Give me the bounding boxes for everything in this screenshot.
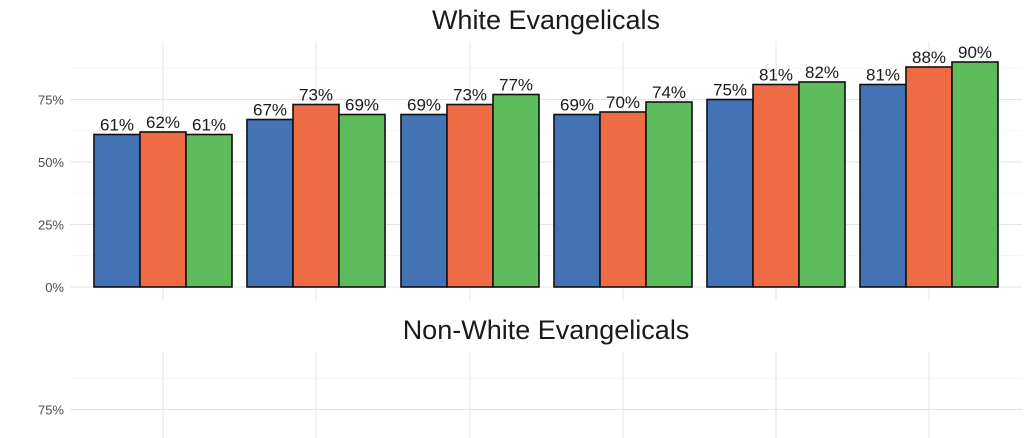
bar xyxy=(752,83,800,288)
bar xyxy=(492,93,540,288)
bar xyxy=(859,83,907,288)
y-tick-label: 0% xyxy=(45,280,64,295)
bar xyxy=(446,103,494,288)
bar xyxy=(553,113,601,288)
bar xyxy=(292,103,340,288)
panel-title: White Evangelicals xyxy=(432,5,660,35)
data-label: 77% xyxy=(499,76,533,95)
data-label: 88% xyxy=(912,48,946,67)
data-label: 69% xyxy=(345,96,379,115)
data-label: 81% xyxy=(866,66,900,85)
data-label: 67% xyxy=(253,101,287,120)
panel-title: Non-White Evangelicals xyxy=(403,315,690,345)
data-label: 61% xyxy=(192,116,226,135)
data-label: 73% xyxy=(299,86,333,105)
bar xyxy=(951,61,999,288)
data-label: 75% xyxy=(713,81,747,100)
bar xyxy=(400,113,448,288)
bar xyxy=(93,133,141,288)
bar xyxy=(706,98,754,288)
bar xyxy=(185,133,233,288)
bar xyxy=(139,131,187,288)
data-label: 70% xyxy=(606,93,640,112)
data-label: 90% xyxy=(958,43,992,62)
bar xyxy=(599,111,647,288)
data-label: 82% xyxy=(805,63,839,82)
data-label: 74% xyxy=(652,83,686,102)
y-tick-label: 25% xyxy=(38,218,64,233)
bar xyxy=(338,113,386,288)
data-label: 73% xyxy=(453,86,487,105)
data-label: 69% xyxy=(407,96,441,115)
y-tick-label: 75% xyxy=(38,403,64,418)
bar xyxy=(905,66,953,288)
y-tick-label: 50% xyxy=(38,155,64,170)
bar xyxy=(246,118,294,288)
y-tick-label: 75% xyxy=(38,93,64,108)
bar xyxy=(798,81,846,288)
data-label: 62% xyxy=(146,113,180,132)
data-label: 61% xyxy=(100,116,134,135)
data-label: 81% xyxy=(759,66,793,85)
bar xyxy=(645,101,693,288)
data-label: 69% xyxy=(560,96,594,115)
